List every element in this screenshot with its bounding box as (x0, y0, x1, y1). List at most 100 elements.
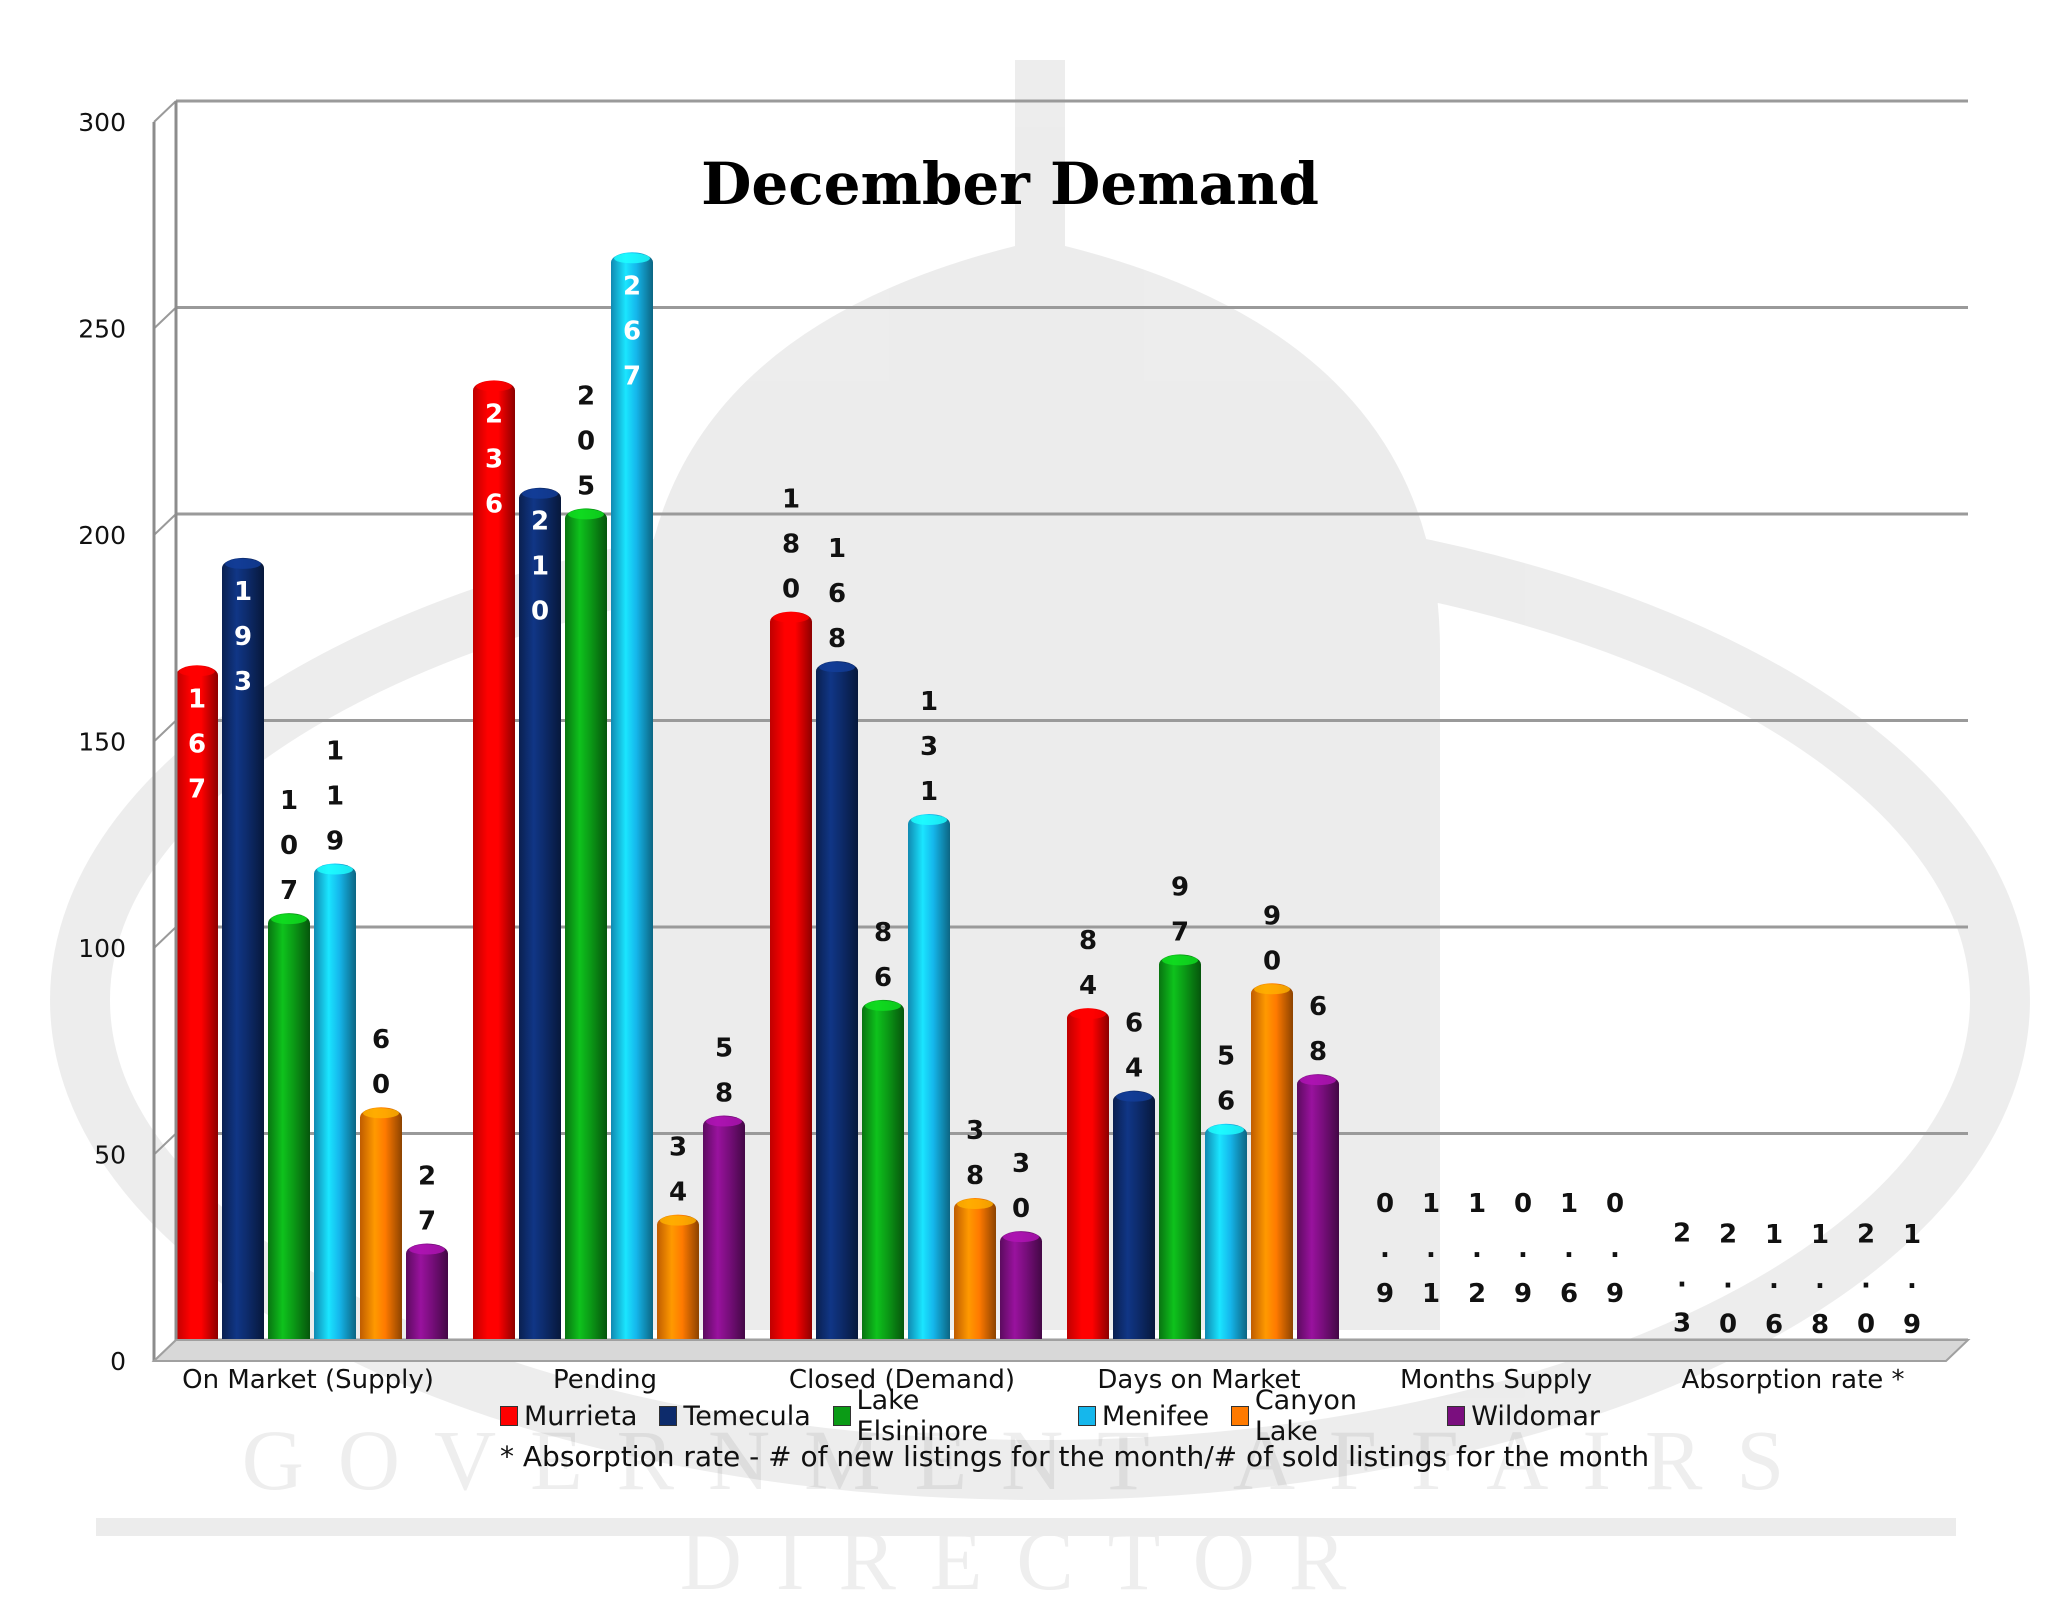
bar-group (222, 557, 264, 1355)
legend-swatch (832, 1406, 851, 1426)
bar-group (565, 508, 607, 1356)
bar (611, 252, 653, 1355)
gridline-side (153, 926, 177, 949)
watermark-bar (96, 1518, 1956, 1536)
y-tick-label: 200 (78, 521, 126, 550)
legend-swatch (1447, 1406, 1466, 1426)
bar-cap (271, 914, 307, 925)
bar-group (703, 1115, 745, 1355)
bar-cap (179, 666, 215, 677)
legend-label: Menifee (1101, 1400, 1210, 1432)
bar (268, 913, 310, 1355)
bar (473, 380, 515, 1355)
data-label: 1.2 (1468, 1189, 1486, 1309)
bar-cap (1116, 1091, 1152, 1102)
y-tick-label: 100 (78, 934, 126, 963)
bar-group (473, 380, 515, 1355)
bar (1159, 954, 1201, 1355)
legend-label: Temecula (683, 1400, 811, 1432)
data-label: 1.6 (1560, 1189, 1578, 1309)
bar (406, 1243, 448, 1355)
bar-group (1159, 954, 1201, 1355)
bar (770, 611, 812, 1355)
bar-group (770, 611, 812, 1355)
bar-cap (911, 814, 947, 825)
bar (1251, 983, 1293, 1355)
bar (1205, 1123, 1247, 1355)
bar-group (862, 999, 904, 1355)
legend-label: Canyon Lake (1254, 1385, 1357, 1447)
bar-cap (1208, 1124, 1244, 1135)
bar-group (908, 813, 950, 1355)
legend-swatch (1077, 1406, 1096, 1426)
bar (176, 665, 218, 1355)
bar (222, 557, 264, 1355)
bar (703, 1115, 745, 1355)
bar-group (1000, 1231, 1042, 1355)
bar (1113, 1090, 1155, 1355)
legend-item: Menifee (1077, 1400, 1210, 1432)
bar-group (657, 1214, 699, 1355)
data-label: 1.9 (1903, 1220, 1921, 1340)
legend-swatch (1231, 1406, 1249, 1426)
gridline-side (153, 100, 177, 123)
bar (360, 1107, 402, 1355)
gridline-side (153, 513, 177, 536)
y-tick-label: 50 (94, 1141, 126, 1170)
bar-cap (660, 1215, 696, 1226)
bar-group (1205, 1123, 1247, 1355)
bar-cap (476, 381, 512, 392)
bar-group (268, 913, 310, 1355)
bar-group (176, 665, 218, 1355)
legend-label: Murrieta (524, 1400, 638, 1432)
bar-cap (317, 864, 353, 875)
legend-label: Wildomar (1471, 1400, 1600, 1432)
x-category-label: Closed (Demand) (789, 1365, 1015, 1395)
bar-cap (1254, 984, 1290, 995)
bar-cap (706, 1116, 742, 1127)
bar-cap (773, 612, 809, 623)
x-category-label: On Market (Supply) (182, 1365, 434, 1395)
gridline-side (153, 306, 177, 330)
bar (1000, 1231, 1042, 1355)
bar-cap (957, 1199, 993, 1210)
bar-cap (1070, 1009, 1106, 1020)
gridline-side (153, 719, 177, 743)
chart-floor (151, 1339, 1971, 1362)
data-label: 2.0 (1857, 1220, 1875, 1340)
data-label: 1.1 (1422, 1189, 1440, 1309)
legend-item: Lake Elsininore (832, 1385, 1056, 1447)
bar-cap (819, 662, 855, 673)
data-label: 2.3 (1673, 1219, 1691, 1339)
bar-cap (1003, 1232, 1039, 1243)
bar-group (816, 661, 858, 1355)
bar (565, 508, 607, 1356)
bar-group (360, 1107, 402, 1355)
footnote: * Absorption rate - # of new listings fo… (500, 1440, 1650, 1473)
bar-cap (1300, 1075, 1336, 1086)
legend-item: Wildomar (1447, 1401, 1600, 1432)
bar-cap (1162, 955, 1198, 966)
legend-swatch (500, 1406, 518, 1426)
bar-group (314, 863, 356, 1355)
x-category-label: Months Supply (1400, 1365, 1592, 1395)
bar (1297, 1074, 1339, 1355)
